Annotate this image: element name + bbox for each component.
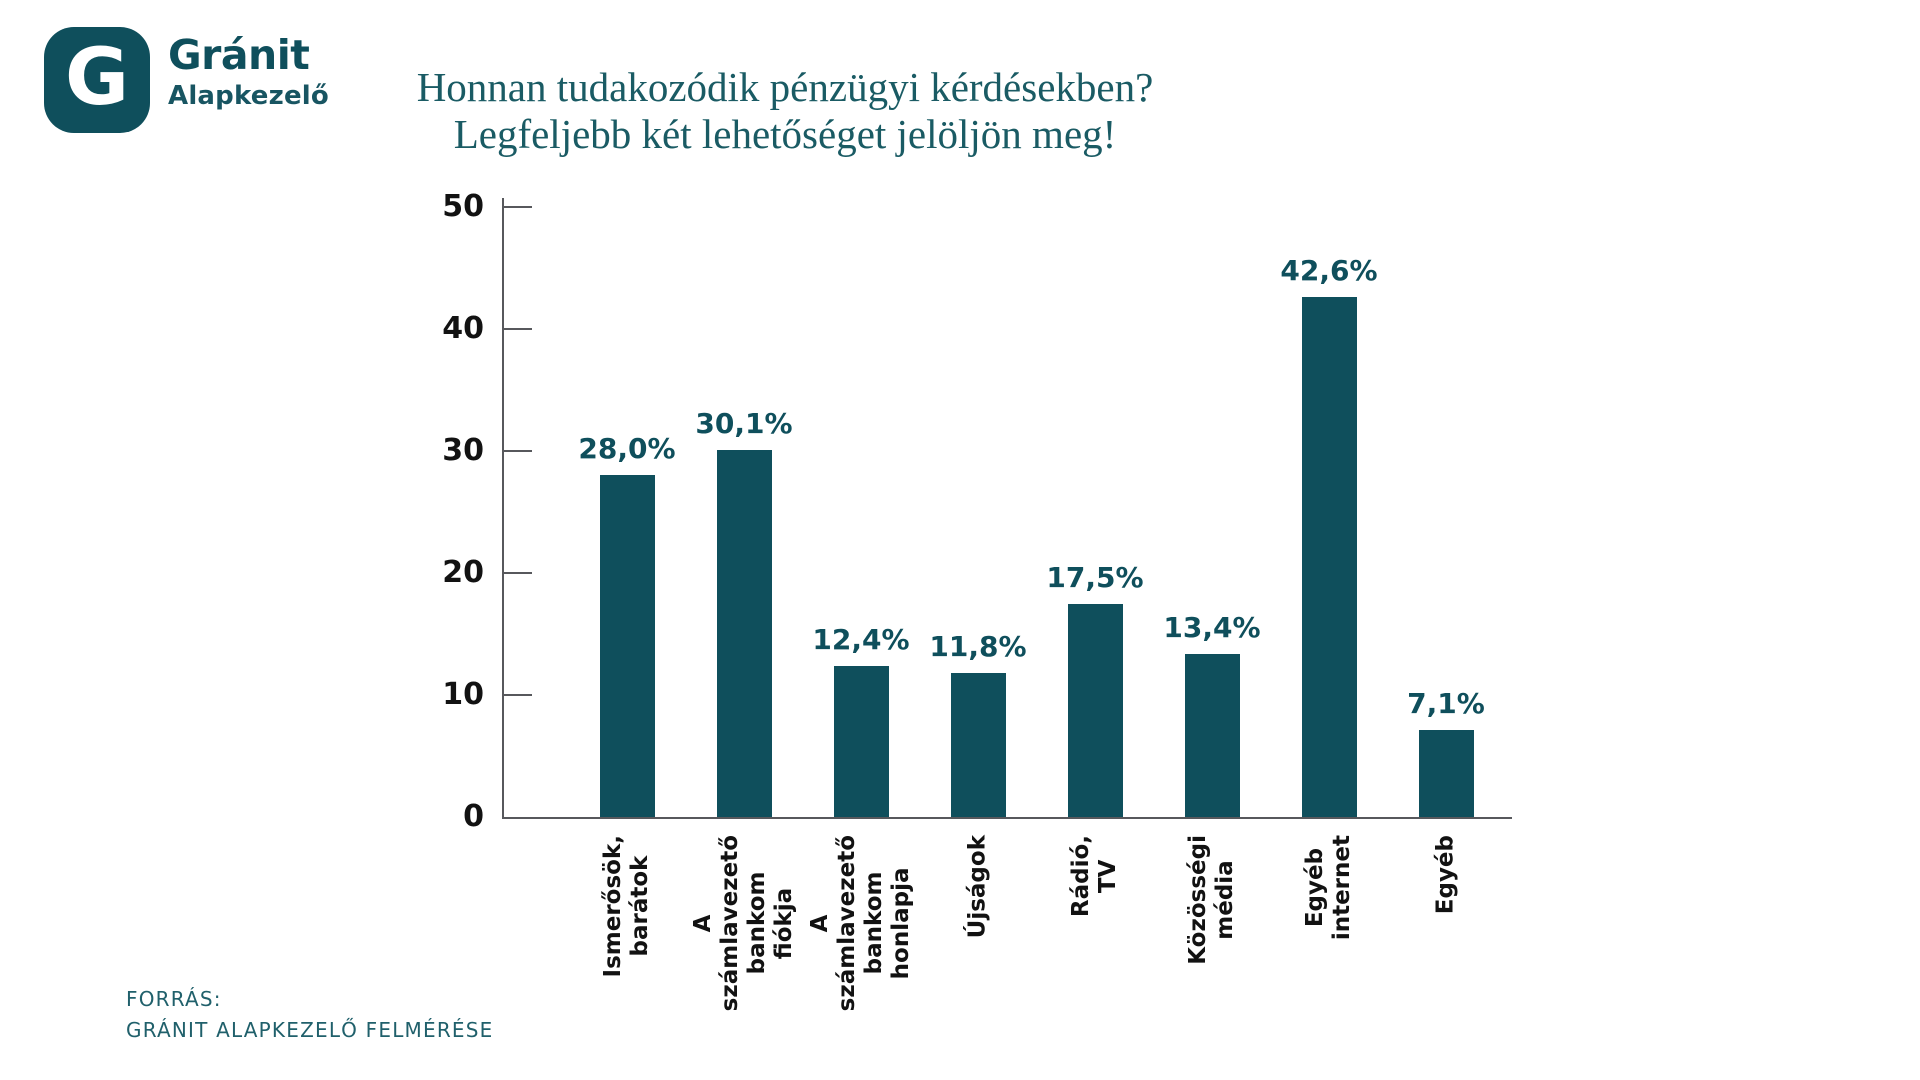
source-note: FORRÁS: GRÁNIT ALAPKEZELŐ FELMÉRÉSE [126, 984, 494, 1046]
bar [950, 673, 1006, 817]
y-tick-label: 30 [442, 433, 484, 468]
source-label: FORRÁS: [126, 987, 222, 1011]
bar-value-label: 11,8% [929, 630, 1027, 664]
bar-value-label: 7,1% [1407, 687, 1485, 721]
brand-subtitle: Alapkezelő [168, 81, 329, 112]
bar [833, 665, 889, 817]
y-tick-label: 50 [442, 189, 484, 224]
x-axis-label: Rádió, TV [1067, 835, 1121, 918]
y-tick-mark [504, 206, 532, 208]
brand-text: Gránit Alapkezelő [168, 27, 329, 111]
x-axis-line [502, 817, 1512, 819]
x-axis-label: A számlavezető bankom honlapja [806, 835, 915, 1012]
y-tick-mark [504, 450, 532, 452]
bar-value-label: 12,4% [812, 622, 910, 656]
x-axis-label: Egyéb [1432, 835, 1459, 915]
y-tick-mark [504, 694, 532, 696]
y-tick-mark [504, 572, 532, 574]
y-tick-label: 10 [442, 677, 484, 712]
bar [1067, 603, 1123, 817]
bar-value-label: 30,1% [695, 406, 793, 440]
y-tick-mark [504, 328, 532, 330]
bar-value-label: 28,0% [578, 432, 676, 466]
bar [716, 449, 772, 817]
bar-value-label: 42,6% [1280, 254, 1378, 288]
bar [1418, 730, 1474, 817]
x-axis-label: Újságok [964, 835, 991, 939]
granit-logo-icon: G [44, 27, 150, 133]
bar [599, 475, 655, 817]
chart-title-line1: Honnan tudakozódik pénzügyi kérdésekben? [416, 64, 1154, 110]
brand-name: Gránit [168, 31, 310, 79]
bar-value-label: 17,5% [1046, 560, 1144, 594]
brand-logo: G Gránit Alapkezelő [44, 27, 329, 133]
source-text: GRÁNIT ALAPKEZELŐ FELMÉRÉSE [126, 1018, 494, 1042]
x-axis-label: Egyéb internet [1301, 835, 1355, 941]
y-tick-label: 20 [442, 555, 484, 590]
bar [1301, 297, 1357, 817]
x-axis-label: A számlavezető bankom fiókja [689, 835, 798, 1012]
bar-chart: 0 10 20 30 40 50 28,0% Ismerősök, barátok 30,1% A… [442, 192, 1512, 1011]
x-axis-label: Ismerősök, barátok [599, 835, 653, 978]
logo-letter: G [64, 33, 130, 123]
y-tick-label: 0 [463, 799, 484, 834]
x-axis-label: Közösségi média [1184, 835, 1238, 965]
bar [1184, 653, 1240, 817]
y-axis-line [502, 198, 504, 819]
bar-value-label: 13,4% [1163, 610, 1261, 644]
chart-title-line2: Legfeljebb két lehetőséget jelöljön meg! [453, 111, 1117, 158]
y-tick-label: 40 [442, 311, 484, 346]
chart-title: Honnan tudakozódik pénzügyi kérdésekben?… [300, 64, 1270, 158]
